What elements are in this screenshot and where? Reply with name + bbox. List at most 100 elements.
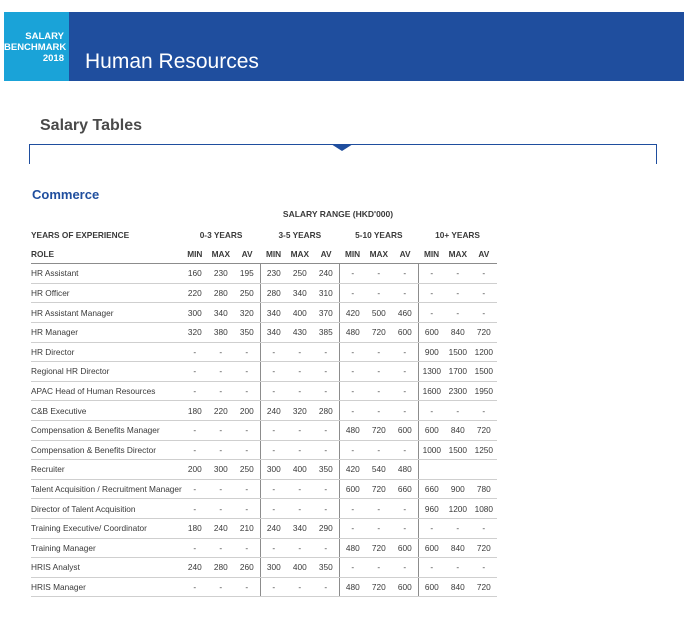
value-cell: - — [391, 342, 419, 363]
value-cell: - — [338, 342, 366, 363]
value-cell: - — [286, 577, 313, 598]
value-cell: 660 — [417, 479, 445, 500]
value-cell: 1600 — [417, 381, 445, 402]
role-cell: HR Assistant — [31, 263, 182, 284]
value-cell: - — [286, 420, 313, 441]
value-cell: 210 — [233, 518, 261, 539]
value-cell: 250 — [233, 283, 261, 304]
role-cell: HR Director — [31, 342, 182, 363]
role-cell: C&B Executive — [31, 400, 182, 421]
value-cell: 720 — [365, 479, 392, 500]
value-cell: 600 — [417, 538, 445, 559]
table-body: HR Assistant 160 230 195 230 250 240- - - - - - HR O… — [31, 263, 497, 598]
value-cell: 200 — [181, 459, 208, 480]
value-cell: 720 — [365, 538, 392, 559]
value-cell: - — [365, 283, 392, 304]
value-cell — [444, 459, 471, 480]
value-cell: 195 — [233, 263, 261, 284]
value-cell: - — [444, 263, 471, 284]
salary-benchmark-badge: SALARY BENCHMARK 2018 — [4, 12, 69, 81]
table-row: Recruiter 200 300 250 300 400 350 420 540 480 — [31, 459, 497, 480]
av-header: AV — [470, 244, 497, 265]
group-header: 5-10 YEARS — [355, 230, 403, 241]
av-header: AV — [233, 244, 261, 265]
value-cell: - — [259, 342, 287, 363]
table-row: HR Assistant 160 230 195 230 250 240- - - - - - — [31, 263, 497, 284]
group-header: 3-5 YEARS — [278, 230, 322, 241]
years-label: YEARS OF EXPERIENCE — [31, 230, 130, 241]
value-cell: 180 — [181, 400, 208, 421]
value-cell: - — [286, 498, 313, 519]
value-cell: 300 — [181, 302, 208, 323]
value-cell: 840 — [444, 538, 471, 559]
role-label: ROLE — [31, 244, 182, 265]
value-cell: 320 — [233, 302, 261, 323]
value-cell: 340 — [207, 302, 234, 323]
value-cell: 290 — [312, 518, 340, 539]
role-cell: HR Manager — [31, 322, 182, 343]
value-cell: 240 — [181, 557, 208, 578]
value-cell: - — [365, 400, 392, 421]
role-cell: Compensation & Benefits Manager — [31, 420, 182, 441]
value-cell: - — [207, 479, 234, 500]
table-row: Talent Acquisition / Recruitment Manager… — [31, 479, 497, 500]
group-header: 10+ YEARS — [435, 230, 480, 241]
value-cell: - — [338, 440, 366, 461]
value-cell: 480 — [338, 420, 366, 441]
value-cell: - — [259, 498, 287, 519]
value-cell: 1500 — [444, 440, 471, 461]
value-cell: - — [181, 342, 208, 363]
value-cell: - — [286, 538, 313, 559]
value-cell: 240 — [207, 518, 234, 539]
value-cell: - — [207, 498, 234, 519]
value-cell: 1200 — [444, 498, 471, 519]
table-row: Training Manager - - - - - -480 720 600 600 840 720 — [31, 538, 497, 559]
table-row: Compensation & Benefits Director - - - - - - - -… — [31, 440, 497, 461]
value-cell: 160 — [181, 263, 208, 284]
value-cell: - — [259, 538, 287, 559]
value-cell: 1250 — [470, 440, 497, 461]
value-cell: - — [233, 479, 261, 500]
table-row: C&B Executive 180 220 200 240 320 280- - - - - - — [31, 400, 497, 421]
value-cell: - — [470, 557, 497, 578]
value-cell: 230 — [207, 263, 234, 284]
value-cell: 280 — [312, 400, 340, 421]
value-cell: - — [181, 381, 208, 402]
table-row: HRIS Analyst 240 280 260 300 400 350- - - - - - — [31, 557, 497, 578]
value-cell: - — [312, 577, 340, 598]
value-cell: 300 — [207, 459, 234, 480]
value-cell: 280 — [207, 557, 234, 578]
value-cell: 600 — [391, 420, 419, 441]
value-cell: - — [207, 440, 234, 461]
value-cell: 900 — [444, 479, 471, 500]
value-cell: 600 — [417, 322, 445, 343]
value-cell: 385 — [312, 322, 340, 343]
value-cell: 430 — [286, 322, 313, 343]
role-cell: Regional HR Director — [31, 361, 182, 382]
value-cell: 250 — [286, 263, 313, 284]
value-cell: - — [417, 557, 445, 578]
value-cell: - — [417, 518, 445, 539]
value-cell: - — [338, 263, 366, 284]
value-cell: 240 — [259, 518, 287, 539]
value-cell: 340 — [286, 518, 313, 539]
value-cell: - — [286, 440, 313, 461]
min-header: MIN — [418, 244, 445, 265]
value-cell: - — [207, 361, 234, 382]
av-header: AV — [391, 244, 419, 265]
value-cell: 720 — [365, 322, 392, 343]
value-cell: 1200 — [470, 342, 497, 363]
value-cell: - — [233, 420, 261, 441]
value-cell: - — [391, 263, 419, 284]
value-cell: 320 — [286, 400, 313, 421]
value-cell: 600 — [417, 420, 445, 441]
value-cell: - — [470, 400, 497, 421]
value-cell: 180 — [181, 518, 208, 539]
value-cell: - — [444, 283, 471, 304]
table-row: HR Assistant Manager 300 340 320 340 400 370 42… — [31, 302, 497, 323]
value-cell: - — [207, 342, 234, 363]
value-cell: - — [233, 440, 261, 461]
value-cell: 960 — [417, 498, 445, 519]
value-cell: - — [444, 518, 471, 539]
value-cell: - — [233, 498, 261, 519]
